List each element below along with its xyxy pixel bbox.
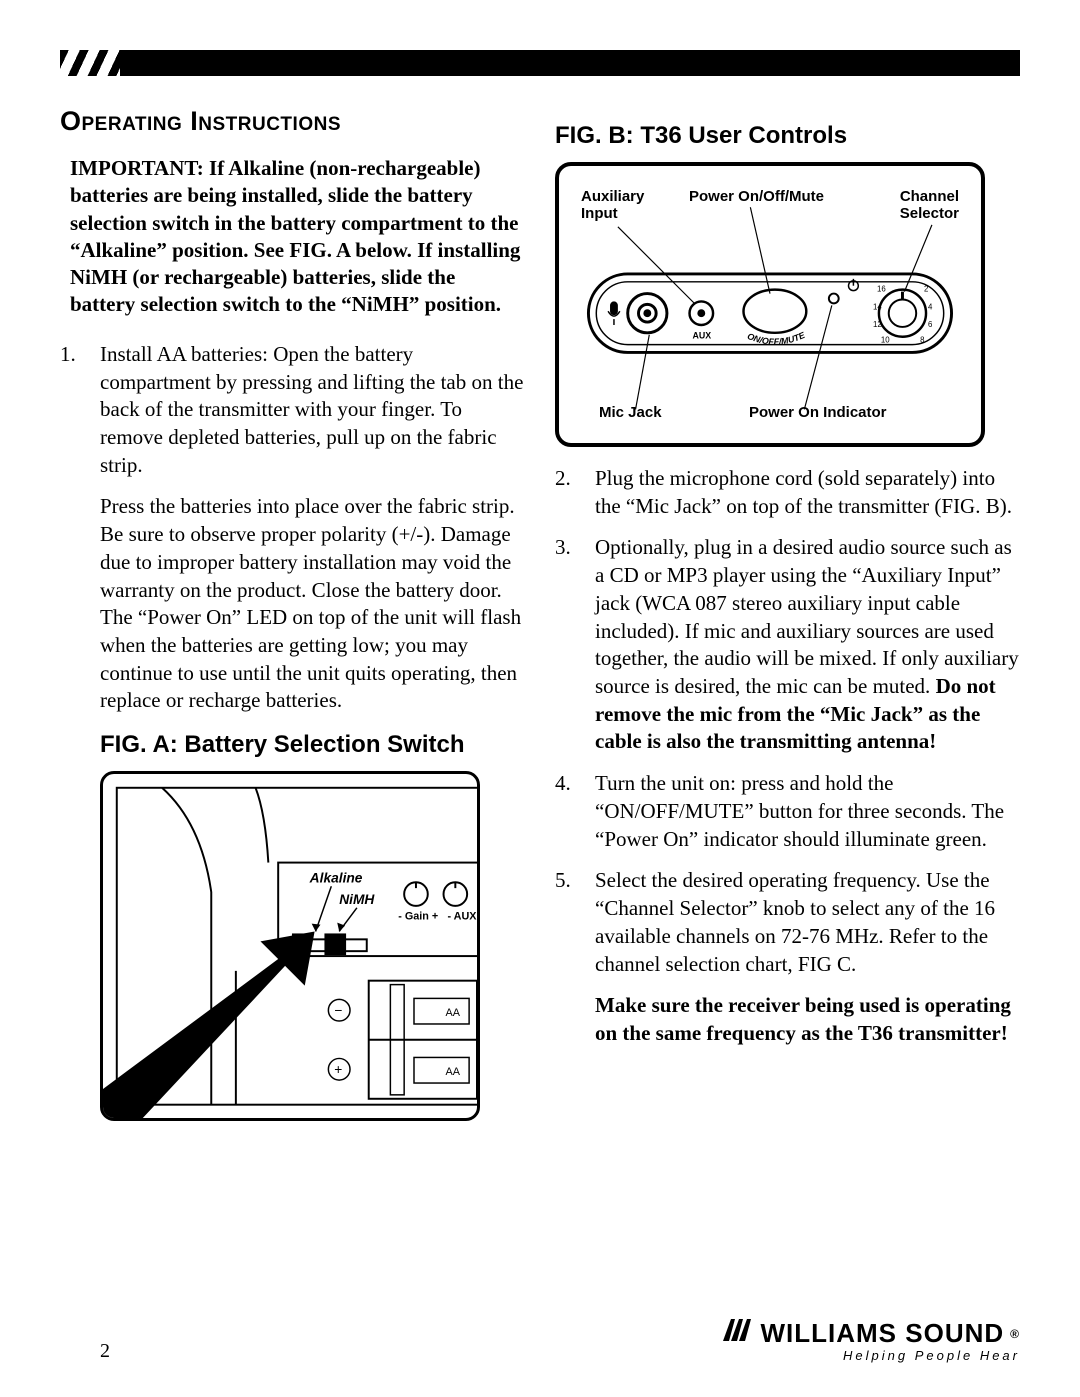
- step-4: 4. Turn the unit on: press and hold the …: [555, 770, 1020, 853]
- step-2: 2. Plug the microphone cord (sold separa…: [555, 465, 1020, 520]
- svg-text:10: 10: [881, 336, 890, 345]
- step-3: 3. Optionally, plug in a desired audio s…: [555, 534, 1020, 756]
- power-icon: [849, 279, 859, 291]
- svg-text:6: 6: [928, 320, 933, 329]
- figA-nimh-label: NiMH: [339, 892, 375, 907]
- figA-aux-label: - AUX: [447, 911, 477, 923]
- fig-b-svg: AUX ON/OFF/MUTE 16 2: [559, 166, 981, 446]
- step-5-text: Select the desired operating frequency. …: [595, 867, 1020, 978]
- svg-text:14: 14: [873, 302, 882, 311]
- step-number: 3.: [555, 534, 595, 756]
- brand-tagline: Helping People Hear: [721, 1348, 1021, 1363]
- step-2-text: Plug the microphone cord (sold separatel…: [595, 465, 1020, 520]
- svg-text:12: 12: [873, 320, 882, 329]
- svg-text:16: 16: [877, 285, 886, 294]
- step-number: 4.: [555, 770, 595, 853]
- step-number: 1.: [60, 341, 100, 715]
- step-3-text: Optionally, plug in a desired audio sour…: [595, 534, 1020, 756]
- brand-logo-icon: [721, 1317, 755, 1350]
- steps-right: 2. Plug the microphone cord (sold separa…: [555, 465, 1020, 978]
- figA-aa2: AA: [445, 1066, 460, 1078]
- step-5: 5. Select the desired operating frequenc…: [555, 867, 1020, 978]
- content-columns: Operating Instructions IMPORTANT: If Alk…: [60, 106, 1020, 1121]
- fig-a-svg: Alkaline NiMH - Gain + - AUX AA AA: [103, 774, 477, 1118]
- section-title: Operating Instructions: [60, 106, 525, 137]
- figA-plus: +: [334, 1062, 342, 1077]
- figA-alkaline-label: Alkaline: [309, 870, 363, 885]
- svg-text:2: 2: [924, 285, 928, 294]
- steps-left: 1. Install AA batteries: Open the batter…: [60, 341, 525, 715]
- brand-block: WILLIAMS SOUND® Helping People Hear: [721, 1317, 1021, 1363]
- page-number: 2: [100, 1340, 110, 1363]
- fig-b-diagram: AuxiliaryInput Power On/Off/Mute Channel…: [555, 162, 985, 447]
- right-column: FIG. B: T36 User Controls AuxiliaryInput…: [555, 106, 1020, 1121]
- frequency-note: Make sure the receiver being used is ope…: [595, 992, 1020, 1047]
- step-1-p1: Install AA batteries: Open the battery c…: [100, 341, 525, 480]
- step-number: 2.: [555, 465, 595, 520]
- figB-aux-small: AUX: [692, 331, 711, 341]
- mic-icon: [608, 301, 620, 325]
- figA-arrow-icon: [103, 932, 315, 1119]
- svg-text:8: 8: [920, 336, 925, 345]
- figA-gain-label: - Gain +: [398, 911, 438, 923]
- fig-a-diagram: Alkaline NiMH - Gain + - AUX AA AA: [100, 771, 480, 1121]
- brand-name: WILLIAMS SOUND®: [721, 1317, 1021, 1350]
- svg-text:4: 4: [928, 302, 933, 311]
- fig-a-title: FIG. A: Battery Selection Switch: [100, 731, 525, 759]
- header-bar: [80, 50, 1020, 76]
- step-number: 5.: [555, 867, 595, 978]
- figA-aa1: AA: [445, 1007, 460, 1019]
- important-note: IMPORTANT: If Alkaline (non-rechargeable…: [70, 155, 525, 319]
- footer: 2 WILLIAMS SOUND® Helping People Hear: [100, 1317, 1020, 1363]
- fig-b-title: FIG. B: T36 User Controls: [555, 122, 1020, 150]
- step-4-text: Turn the unit on: press and hold the “ON…: [595, 770, 1020, 853]
- figA-minus: −: [334, 1003, 342, 1018]
- step-1-p2: Press the batteries into place over the …: [100, 493, 525, 715]
- left-column: Operating Instructions IMPORTANT: If Alk…: [60, 106, 525, 1121]
- step-1: 1. Install AA batteries: Open the batter…: [60, 341, 525, 715]
